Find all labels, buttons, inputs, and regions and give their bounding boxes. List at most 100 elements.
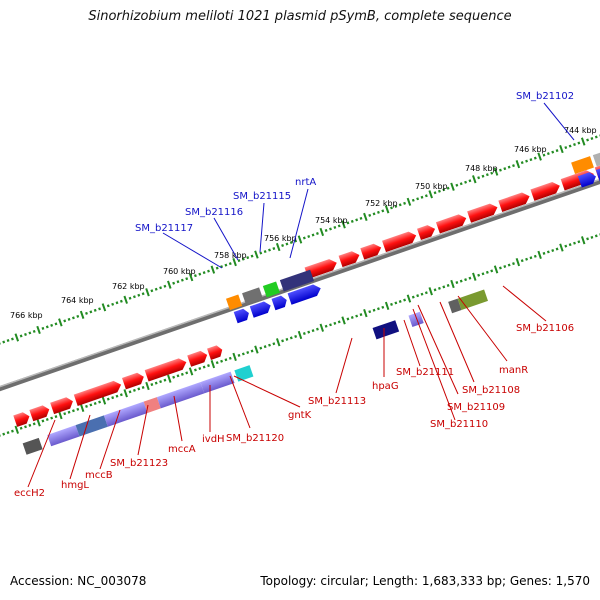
major-tick — [58, 318, 63, 327]
minor-tick — [594, 234, 598, 238]
minor-tick — [468, 276, 472, 280]
minor-tick — [555, 149, 559, 153]
minor-tick — [551, 150, 555, 154]
tick-label-752: 752 kbp — [365, 199, 398, 208]
minor-tick — [551, 248, 555, 252]
minor-tick — [433, 191, 437, 195]
minor-tick — [281, 339, 284, 343]
minor-tick — [416, 197, 420, 201]
minor-tick — [368, 310, 372, 314]
minor-tick — [525, 159, 529, 163]
major-tick — [167, 280, 172, 289]
minor-tick — [359, 313, 363, 317]
forward-strand-genes-left — [13, 345, 223, 427]
minor-tick — [115, 301, 119, 305]
minor-tick — [577, 240, 581, 244]
minor-tick — [307, 330, 311, 334]
gene-label: SM_b21113 — [308, 396, 366, 407]
major-tick — [275, 242, 281, 252]
minor-tick — [98, 307, 102, 311]
minor-tick — [172, 375, 176, 379]
outer-tick-ring — [0, 134, 600, 345]
gene-arrow — [144, 358, 187, 382]
minor-tick — [6, 338, 10, 342]
minor-tick — [311, 329, 315, 333]
minor-tick — [324, 228, 328, 232]
minor-tick — [2, 432, 6, 436]
minor-tick — [564, 244, 568, 248]
major-tick — [341, 220, 346, 229]
minor-tick — [220, 359, 223, 363]
minor-tick — [198, 367, 202, 371]
minor-tick — [224, 358, 228, 362]
gene-label: SM_b21111 — [396, 367, 454, 378]
minor-tick — [507, 165, 511, 169]
minor-tick — [485, 270, 489, 274]
minor-tick — [228, 356, 232, 360]
minor-tick — [250, 254, 254, 258]
minor-tick — [154, 287, 158, 291]
feature-block — [571, 156, 594, 175]
minor-tick — [442, 188, 446, 192]
minor-tick — [207, 269, 210, 273]
major-tick — [515, 160, 521, 169]
minor-tick — [89, 403, 93, 407]
minor-tick — [372, 308, 376, 312]
gene-label: hmgL — [61, 480, 89, 491]
gene-label: SM_b21110 — [430, 419, 488, 430]
major-tick — [297, 330, 303, 340]
minor-tick — [498, 168, 502, 172]
minor-tick — [446, 186, 450, 190]
minor-tick — [490, 171, 494, 175]
minor-tick — [289, 241, 293, 245]
feature-block — [225, 294, 243, 311]
minor-tick — [141, 385, 145, 389]
minor-tick — [329, 323, 332, 327]
major-tick — [319, 323, 325, 332]
major-tick — [428, 287, 433, 296]
kbp-scale: 744 kbp 746 kbp 748 kbp 750 kbp 752 kbp … — [10, 126, 597, 320]
inner-tick-ring — [0, 233, 600, 437]
minor-tick — [424, 291, 428, 295]
major-tick — [515, 258, 521, 267]
minor-tick — [464, 180, 468, 184]
minor-tick — [403, 201, 407, 205]
minor-tick — [45, 418, 49, 422]
minor-tick — [542, 153, 546, 157]
minor-tick — [268, 248, 271, 252]
minor-tick — [533, 156, 537, 160]
minor-tick — [446, 283, 450, 287]
major-tick — [101, 303, 107, 312]
gene-arrow — [577, 172, 596, 188]
minor-tick — [215, 266, 219, 270]
gene-arrow — [13, 412, 30, 427]
minor-tick — [215, 361, 219, 365]
major-tick — [450, 279, 455, 289]
minor-tick — [259, 346, 263, 350]
minor-tick — [93, 401, 97, 405]
major-tick — [363, 212, 368, 221]
minor-tick — [573, 241, 576, 245]
minor-tick — [333, 225, 337, 229]
major-tick — [319, 227, 325, 237]
minor-tick — [394, 301, 398, 305]
major-tick — [167, 374, 172, 383]
minor-tick — [520, 259, 524, 263]
major-tick — [297, 235, 303, 244]
minor-tick — [316, 327, 319, 331]
minor-tick — [272, 342, 276, 346]
major-tick — [580, 137, 586, 146]
feature-block — [279, 269, 315, 292]
gene-arrow — [287, 284, 321, 305]
minor-tick — [577, 141, 581, 145]
gene-arrow — [435, 214, 467, 234]
gene-arrow — [271, 295, 287, 311]
minor-tick — [285, 242, 289, 246]
major-tick — [384, 301, 390, 310]
minor-tick — [333, 321, 337, 325]
minor-tick — [337, 320, 341, 324]
major-tick — [232, 258, 237, 267]
minor-tick — [28, 423, 32, 427]
minor-tick — [459, 182, 463, 186]
